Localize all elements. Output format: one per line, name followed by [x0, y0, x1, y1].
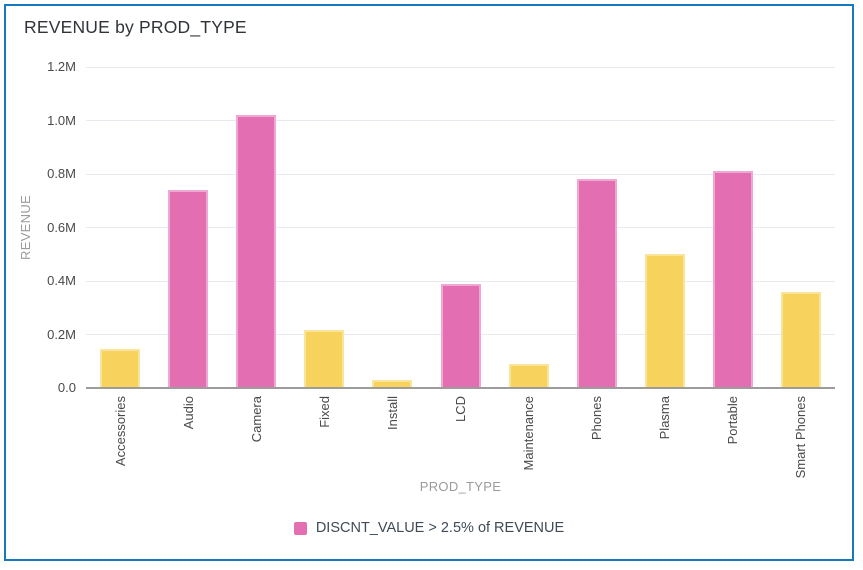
legend-label: DISCNT_VALUE > 2.5% of REVENUE	[315, 520, 565, 536]
x-tick-label: Accessories	[112, 396, 128, 467]
x-tick-label: Install	[384, 396, 400, 430]
x-tick-label: Phones	[589, 396, 605, 441]
y-tick-label: 0.4M	[47, 273, 76, 288]
bar-group-camera	[222, 67, 290, 388]
y-axis-tick-labels: 0.0 0.2M 0.4M 0.6M 0.8M 1.0M 1.2M	[6, 59, 76, 395]
x-tick-label: Camera	[248, 396, 264, 443]
legend: DISCNT_VALUE > 2.5% of REVENUE	[6, 520, 852, 536]
bars-container	[86, 67, 835, 388]
plot-area	[86, 66, 835, 389]
bar-group-lcd	[426, 67, 494, 388]
x-axis-line	[86, 387, 835, 389]
bar-group-portable	[699, 67, 767, 388]
gridline	[86, 66, 835, 68]
bar-phones[interactable]	[576, 179, 617, 388]
x-tick-label: Fixed	[316, 396, 332, 428]
legend-item[interactable]: DISCNT_VALUE > 2.5% of REVENUE	[293, 520, 565, 536]
x-tick-label: Plasma	[657, 396, 673, 440]
x-tick-label: Maintenance	[521, 396, 537, 471]
y-tick-label: 1.0M	[47, 112, 76, 128]
x-tick-label: Portable	[725, 396, 741, 445]
bar-group-smart-phones	[767, 67, 835, 388]
gridline	[86, 227, 835, 228]
bar-smart-phones[interactable]	[780, 292, 821, 388]
x-axis-title-label: PROD_TYPE	[419, 479, 502, 494]
x-tick-label: LCD	[453, 396, 469, 423]
chart-title: REVENUE by PROD_TYPE	[24, 17, 247, 37]
bar-group-install	[358, 67, 426, 388]
gridline	[86, 173, 835, 175]
bar-group-maintenance	[495, 67, 563, 388]
y-tick-label: 1.2M	[47, 59, 76, 74]
bar-group-accessories	[86, 67, 154, 388]
bar-portable[interactable]	[712, 171, 753, 388]
bar-lcd[interactable]	[440, 284, 481, 388]
gridline	[86, 280, 835, 282]
bar-fixed[interactable]	[304, 330, 345, 388]
bar-install[interactable]	[372, 380, 413, 388]
chart-widget: REVENUE by PROD_TYPE REVENUE 0.0 0.2M 0.4M…	[4, 4, 854, 561]
y-tick-label: 0.2M	[47, 326, 76, 342]
x-tick-label: Audio	[180, 396, 196, 430]
y-tick-label: 0.8M	[47, 166, 76, 181]
bar-group-plasma	[631, 67, 699, 388]
bar-accessories[interactable]	[100, 349, 141, 388]
y-tick-label: 0.6M	[47, 219, 76, 235]
y-tick-label: 0.0	[57, 380, 76, 395]
bar-plasma[interactable]	[644, 254, 685, 388]
bar-group-phones	[563, 67, 631, 388]
x-axis-title: PROD_TYPE	[86, 478, 835, 496]
bar-audio[interactable]	[168, 190, 209, 388]
bar-camera[interactable]	[236, 115, 277, 388]
bar-group-fixed	[290, 67, 358, 388]
gridline	[86, 120, 835, 121]
bar-maintenance[interactable]	[508, 364, 549, 388]
x-tick-label: Smart Phones	[793, 396, 809, 479]
bar-group-audio	[154, 67, 222, 388]
legend-swatch	[293, 521, 307, 535]
